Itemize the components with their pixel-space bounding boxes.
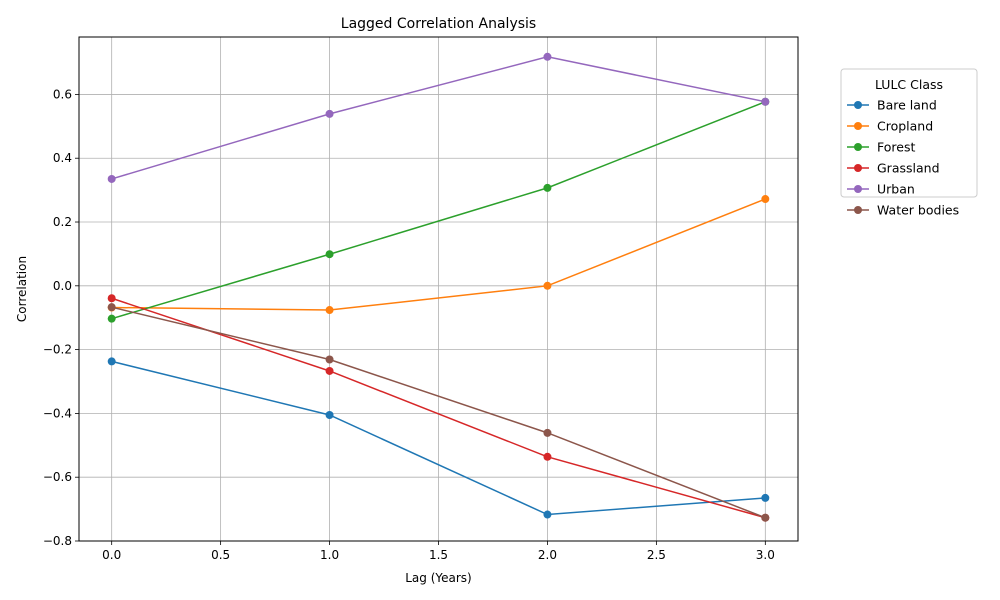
data-point (543, 52, 552, 61)
x-tick-label: 2.0 (538, 548, 557, 562)
data-point (543, 428, 552, 437)
data-point (107, 174, 116, 183)
legend-label: Urban (877, 182, 915, 197)
axis-ticks: 0.0 0.5 1.0 1.5 2.0 2.5 3.0 −0.8 −0.6 −0.4 −0.2 0.0… (43, 87, 775, 562)
series-bare-land (107, 357, 770, 519)
legend-marker (854, 101, 862, 109)
y-axis-title: Correlation (15, 256, 29, 322)
data-point (761, 195, 770, 204)
data-point (107, 314, 116, 323)
data-point (107, 357, 116, 366)
data-point (761, 513, 770, 522)
legend-box (840, 68, 978, 198)
legend-marker (854, 143, 862, 151)
legend-item: Urban (847, 182, 915, 197)
data-point (107, 294, 116, 303)
legend: LULC Class Bare land Cropland Forest Grassl… (840, 68, 978, 218)
data-point (543, 510, 552, 519)
series-urban (107, 52, 770, 183)
data-point (325, 306, 334, 315)
legend-marker (854, 185, 862, 193)
legend-label: Grassland (877, 161, 940, 176)
y-tick-label: 0.2 (53, 215, 72, 229)
data-point (325, 355, 334, 364)
legend-marker (854, 206, 862, 214)
x-tick-label: 1.0 (320, 548, 339, 562)
series-line (111, 297, 766, 519)
legend-label: Cropland (877, 119, 933, 134)
series-line (111, 101, 766, 320)
data-point (325, 109, 334, 118)
y-tick-label: −0.2 (43, 343, 72, 357)
series-water-bodies (107, 303, 770, 522)
y-tick-label: −0.6 (43, 470, 72, 484)
legend-item: Bare land (847, 98, 937, 113)
chart-title: Lagged Correlation Analysis (341, 16, 536, 32)
x-tick-label: 1.5 (429, 548, 448, 562)
data-point (543, 281, 552, 290)
legend-marker (854, 164, 862, 172)
legend-label: Forest (877, 140, 915, 155)
data-point (325, 411, 334, 419)
legend-items: Bare land Cropland Forest Grassland Urban Wat… (847, 98, 959, 218)
series-line (111, 306, 766, 519)
legend-item: Forest (847, 140, 915, 155)
data-point (543, 452, 552, 461)
y-tick-label: 0.6 (53, 87, 72, 101)
x-axis-title: Lag (Years) (405, 571, 472, 585)
y-tick-label: 0.0 (53, 279, 72, 293)
y-tick-label: 0.4 (53, 151, 72, 165)
series-cropland (107, 195, 770, 315)
x-tick-label: 3.0 (756, 548, 775, 562)
series-line (111, 56, 766, 180)
data-point (325, 366, 334, 375)
data-point (543, 183, 552, 192)
legend-item: Cropland (847, 119, 933, 134)
series-line (111, 360, 766, 516)
data-point (107, 303, 116, 312)
legend-label: Bare land (877, 98, 937, 113)
x-tick-label: 0.5 (211, 548, 230, 562)
legend-item: Water bodies (847, 203, 959, 218)
data-point (761, 97, 770, 106)
legend-marker (854, 122, 862, 130)
series-line (111, 198, 766, 311)
legend-item: Grassland (847, 161, 940, 176)
x-tick-label: 0.0 (102, 548, 121, 562)
y-tick-label: −0.4 (43, 406, 72, 420)
legend-label: Water bodies (877, 203, 959, 218)
data-point (325, 250, 334, 259)
series-lines (107, 52, 770, 522)
x-tick-label: 2.5 (647, 548, 666, 562)
y-tick-label: −0.8 (43, 534, 72, 548)
legend-title: LULC Class (875, 77, 943, 92)
data-point (761, 493, 770, 502)
